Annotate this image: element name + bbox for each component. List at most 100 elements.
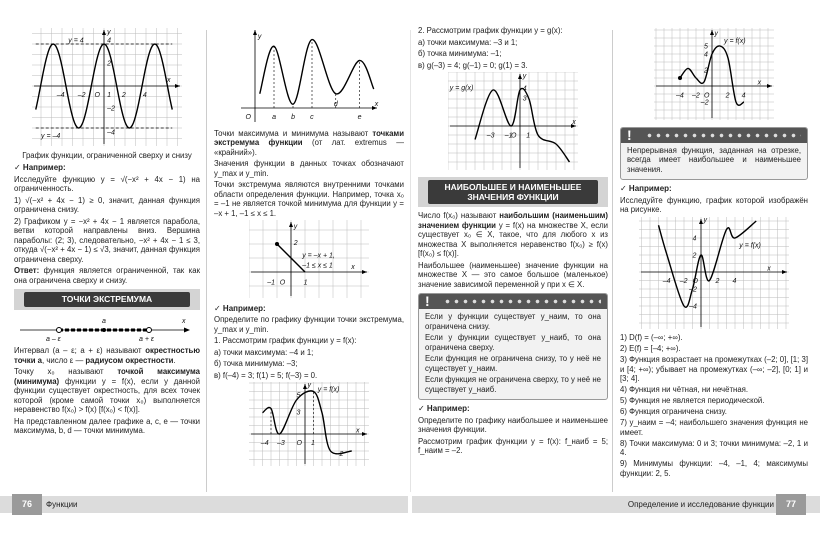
number-line-label: a – ε (46, 336, 62, 343)
paragraph: Определите по графику функции точки экст… (214, 315, 404, 334)
graph-label: 2 (725, 92, 730, 99)
paragraph: Наибольшее (наименьшее) значение функции… (418, 261, 608, 290)
graph-label: x (350, 264, 355, 271)
footer-bar: Определение и исследование функции (412, 496, 820, 513)
graph-label: y (703, 217, 708, 224)
paragraph: а) точки максимума: –3 и 1; (418, 38, 608, 48)
text: Значения функции в данных точках обознач… (214, 159, 404, 178)
text: , число ε — (42, 355, 86, 365)
graph-label: O (511, 133, 517, 140)
text: Рассмотрим график функции y = f(x): f_на… (418, 436, 608, 456)
graph-label: –4 (675, 92, 684, 99)
note-box: ! Если у функции существует y_наим, то он… (418, 293, 608, 401)
caption: График функции, ограниченной сверху и сн… (22, 150, 192, 160)
point (275, 242, 279, 246)
graph-label: y (106, 29, 111, 36)
graph: y5 y = f(x) 3 –4 –3 O 1 x –2 (249, 382, 369, 467)
graph-label: –4 (56, 92, 65, 99)
graph-label: O (693, 278, 699, 285)
function-curve (35, 43, 173, 129)
graph-label: –2 (691, 92, 700, 99)
paragraph: Рассмотрим график функции y = f(x): f_на… (418, 437, 608, 456)
column-divider (206, 30, 207, 492)
graph-label: y (257, 33, 262, 40)
list-item: 7) y_наим = –4; наибольшего значения фун… (620, 418, 808, 437)
dots (443, 299, 601, 305)
graph-label: y = f(x) (317, 387, 340, 394)
text: (от лат. extremus — «крайний»). (214, 138, 404, 157)
note-header: ! (419, 294, 607, 310)
paragraph: 1. Рассмотрим график функции y = f(x): (214, 336, 404, 346)
graph-label: 4 (742, 92, 746, 99)
note-item: Если у функции существует y_наиб, то она… (425, 333, 601, 352)
text: Точки экстремума являются внутренними то… (214, 180, 404, 218)
bold-text: наибольшим (наименьшим) значением функци… (418, 211, 608, 230)
bold-text: точками экстремума функции (214, 128, 404, 148)
text: Исследуйте функцию y = √(−x² + 4x − 1) н… (14, 174, 200, 194)
paragraph: Исследуйте функцию y = √(−x² + 4x − 1) н… (14, 175, 200, 194)
graph-label: 4 (732, 278, 736, 285)
text: Исследуйте функцию, график которой изобр… (620, 195, 808, 215)
function-curve (657, 220, 757, 308)
graph-label: 2 (714, 278, 719, 285)
text: Число f(x₀) называют (418, 211, 500, 221)
page-number: 77 (776, 494, 806, 515)
note-box: ! Непрерывная функция, заданная на отрезк… (620, 126, 808, 180)
graph-label: 4 (107, 37, 111, 44)
graph: y y = 4 4 2 x –4 –2 O 1 2 4 –2 y = –4 –4 (32, 28, 182, 146)
graph-label: –1 (266, 279, 275, 286)
list-item: 6) Функция ограничена снизу. (620, 407, 727, 417)
page-number: 76 (12, 494, 42, 515)
text: 2. Рассмотрим график функции y = g(x): (418, 26, 563, 35)
paragraph: 2) Графиком y = −x² + 4x − 1 является па… (14, 217, 200, 265)
column-divider (612, 30, 613, 492)
graph-label: a (272, 114, 276, 121)
graph-label: y = –4 (40, 133, 60, 140)
paragraph: 2. Рассмотрим график функции y = g(x): (418, 26, 608, 36)
graph: y 2y = –x + 1, –1 ≤ x ≤ 1 –1 O 1 x (248, 220, 369, 298)
bold-text: Ответ: (14, 266, 40, 276)
graph-label: 1 (304, 279, 308, 286)
graph-label: 2 (121, 92, 126, 99)
graph-label: d (334, 101, 339, 108)
graph-label: c (310, 114, 314, 121)
example-label: ✓ Например: (214, 303, 266, 313)
text: 2) Графиком y = −x² + 4x − 1 является па… (14, 216, 200, 264)
list-item: 1) D(f) = (–∞; +∞). (620, 333, 683, 343)
note-mark: ! (627, 126, 632, 143)
paragraph: Ответ: функция является ограниченной, та… (14, 266, 200, 285)
column: y y = 4 4 2 x –4 –2 O 1 2 4 –2 y = –4 –4 График функци… (14, 26, 200, 492)
section-title: ТОЧКИ ЭКСТРЕМУМА (24, 292, 190, 307)
graph-label: y = –x + 1, (301, 253, 335, 260)
graph-label: –4 (688, 303, 697, 310)
example-label: ✓ Например: (418, 404, 470, 414)
graph-label: 4 (693, 235, 697, 242)
graph-label: x (166, 77, 171, 84)
point (102, 327, 106, 332)
list-item: 4) Функция ни чётная, ни нечётная. (620, 385, 749, 395)
text: а) точки максимума: –3 и 1; (418, 37, 518, 47)
function-curve (259, 38, 375, 105)
paragraph: Исследуйте функцию, график которой изобр… (620, 196, 808, 215)
paragraph: Интервал (a – ε; a + ε) называют окрестн… (14, 346, 200, 365)
note-item: Если у функции существует y_наим, то она… (425, 312, 601, 331)
example-label: ✓ Например: (14, 163, 66, 172)
list-item: 2) E(f) = [–4; +∞). (620, 344, 681, 354)
text: Интервал (a – ε; a + ε) называют (14, 346, 146, 356)
dots (645, 132, 801, 138)
arrow (184, 327, 190, 333)
list-item: 3) Функция возрастает на промежутках (–2… (620, 355, 808, 384)
graph-label: O (246, 114, 252, 121)
paragraph: 1) √(−x² + 4x − 1) ≥ 0, значит, данная ф… (14, 196, 200, 215)
paragraph: в) g(–3) = 4; g(–1) = 0; g(1) = 3. (418, 61, 608, 71)
graph: y = g(x) y 4 3 –3 –1O 1 x (447, 71, 578, 170)
text: Определите по графику наибольшее и наиме… (418, 415, 608, 435)
graph-label: x (571, 119, 576, 126)
point (678, 76, 682, 80)
footer-title: Определение и исследование функции (627, 500, 774, 509)
footer-title: Функции (46, 500, 78, 509)
